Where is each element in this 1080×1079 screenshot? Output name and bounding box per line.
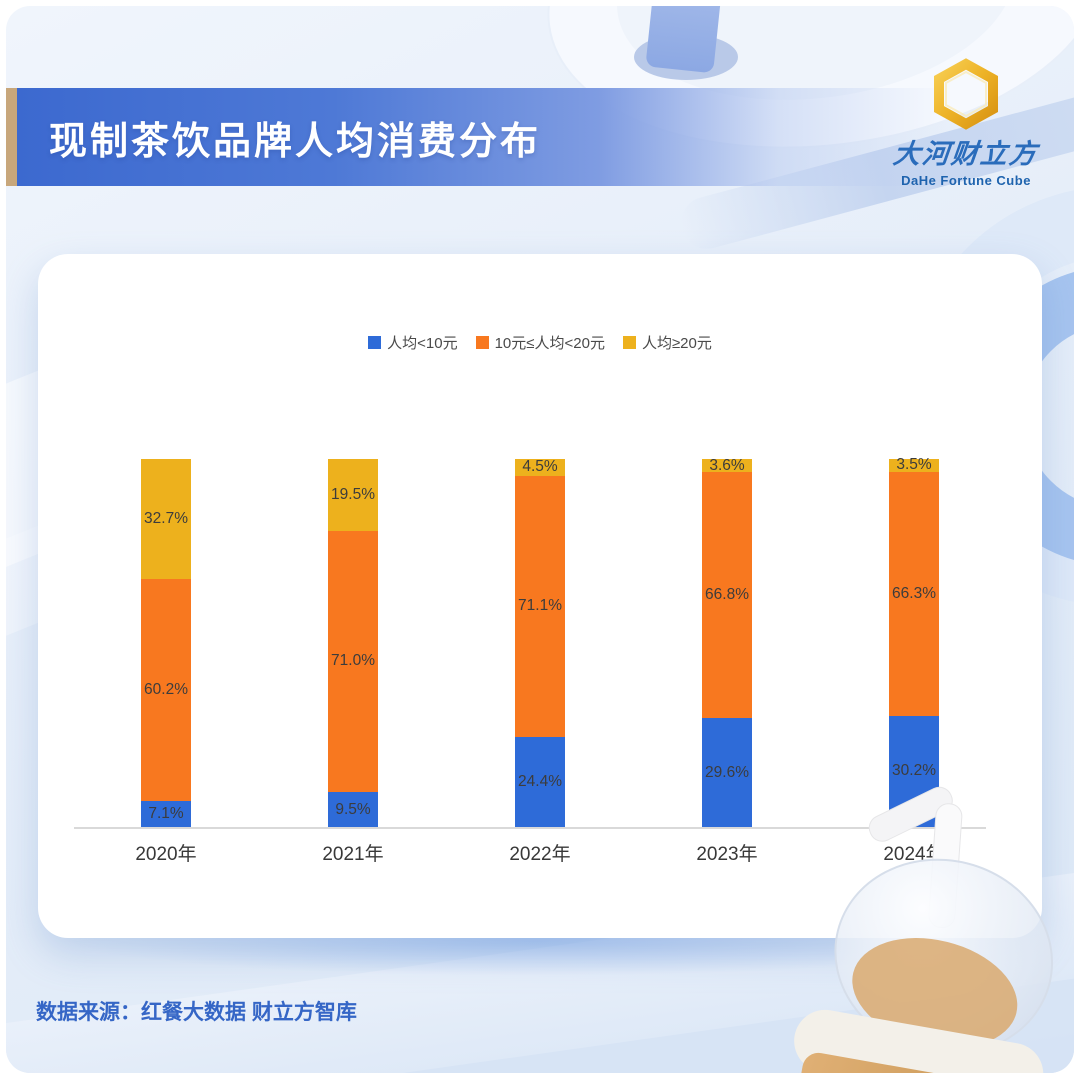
bar-segment: 24.4% [515,737,565,827]
bar-segment: 66.8% [702,472,752,719]
x-axis-label: 2021年 [322,844,384,865]
bar-segment: 66.3% [889,471,939,716]
gold-accent-stripe [6,88,17,186]
segment-value-label: 66.3% [892,584,936,602]
data-source-text: 数据来源：红餐大数据 财立方智库 [36,1001,357,1024]
segment-value-label: 9.5% [335,800,371,818]
logo-name-cn: 大河财立方 [891,139,1040,170]
x-axis-label: 2022年 [509,844,571,865]
bar-segment: 29.6% [702,718,752,827]
gold-cube-icon [934,58,998,130]
legend-item: 人均<10元 [368,332,458,353]
legend-label: 人均≥20元 [641,335,712,352]
stacked-bar-2024年: 3.5% 66.3% 30.2% [889,456,939,827]
stacked-bar-2020年: 32.7% 60.2% 7.1% [141,459,191,827]
bar-segment: 7.1% [141,800,191,827]
chart-legend: 人均<10元 10元≤人均<20元 人均≥20元 [38,332,1042,353]
legend-item: 人均≥20元 [622,332,712,353]
bar-segment: 3.5% [889,456,939,474]
bar-segment: 19.5% [328,459,378,531]
segment-value-label: 4.5% [522,458,558,476]
bar-segment: 9.5% [328,792,378,827]
segment-value-label: 30.2% [892,762,936,780]
stacked-bar-chart: 32.7% 60.2% 7.1% 2020年 19.5% 71.0% 9.5% 2021年 4.… [38,254,1042,938]
segment-value-label: 24.4% [518,773,562,791]
blue-straw-deco [645,6,723,74]
bar-segment: 32.7% [141,459,191,580]
title-banner: 现制茶饮品牌人均消费分布 [17,88,1074,186]
segment-value-label: 66.8% [705,586,749,604]
segment-value-label: 32.7% [144,510,188,528]
bar-segment: 71.0% [328,530,378,793]
bar-segment: 71.1% [515,475,565,738]
bar-segment: 3.6% [702,456,752,474]
segment-value-label: 3.5% [896,456,932,474]
x-axis-line [74,827,986,829]
segment-value-label: 60.2% [144,681,188,699]
stacked-bar-2022年: 4.5% 71.1% 24.4% [515,458,565,827]
segment-value-label: 19.5% [331,485,375,503]
legend-label: 人均<10元 [387,335,458,352]
bar-segment: 4.5% [515,458,565,476]
brand-logo: 大河财立方 DaHe Fortune Cube [876,58,1056,188]
legend-swatch-icon [368,336,382,349]
x-axis-label: 2020年 [135,844,197,865]
page-title: 现制茶饮品牌人均消费分布 [49,120,542,163]
segment-value-label: 7.1% [148,804,184,822]
page-background: 现制茶饮品牌人均消费分布 大河财立方 DaHe Fortune Cube 人均<… [6,6,1074,1073]
stacked-bar-2021年: 19.5% 71.0% 9.5% [328,459,378,827]
segment-value-label: 71.0% [331,652,375,670]
stacked-bar-2023年: 3.6% 66.8% 29.6% [702,456,752,827]
logo-name-en: DaHe Fortune Cube [901,173,1031,188]
legend-item: 10元≤人均<20元 [475,332,605,353]
x-axis-label: 2023年 [696,844,758,865]
legend-label: 10元≤人均<20元 [494,335,605,352]
segment-value-label: 3.6% [709,456,745,474]
segment-value-label: 71.1% [518,597,562,615]
legend-swatch-icon [475,336,489,349]
segment-value-label: 29.6% [705,763,749,781]
legend-swatch-icon [622,336,636,349]
bar-segment: 60.2% [141,579,191,801]
